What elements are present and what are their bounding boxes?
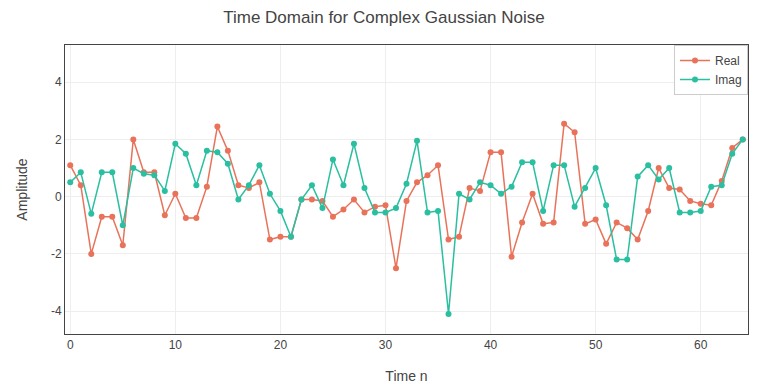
svg-text:Real: Real xyxy=(715,54,740,68)
svg-text:50: 50 xyxy=(589,338,603,352)
svg-text:10: 10 xyxy=(169,338,183,352)
svg-text:Time n: Time n xyxy=(385,368,427,384)
svg-text:40: 40 xyxy=(484,338,498,352)
svg-text:Imag: Imag xyxy=(715,73,742,87)
svg-text:Time Domain for Complex Gaussi: Time Domain for Complex Gaussian Noise xyxy=(223,8,545,27)
svg-text:30: 30 xyxy=(379,338,393,352)
svg-text:-2: -2 xyxy=(51,247,62,261)
svg-text:60: 60 xyxy=(694,338,708,352)
svg-text:2: 2 xyxy=(55,133,62,147)
svg-text:0: 0 xyxy=(67,338,74,352)
svg-text:4: 4 xyxy=(55,75,62,89)
svg-text:Amplitude: Amplitude xyxy=(14,158,30,220)
svg-text:20: 20 xyxy=(274,338,288,352)
svg-text:0: 0 xyxy=(55,190,62,204)
svg-text:-4: -4 xyxy=(51,304,62,318)
